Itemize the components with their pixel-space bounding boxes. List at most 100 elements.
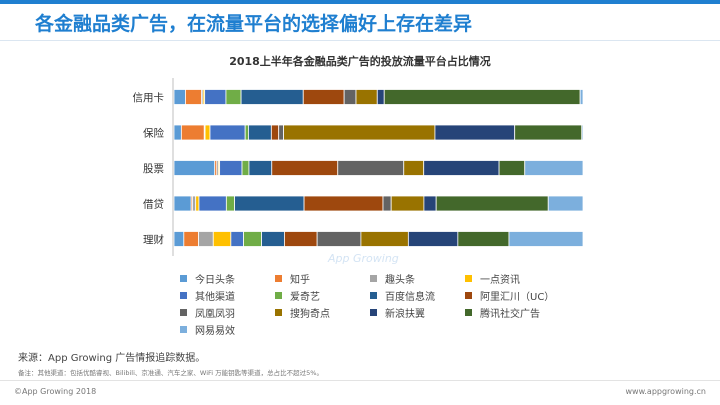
legend-item: 凤凰凤羽 [180, 304, 275, 321]
category-tick-label: 理财 [143, 233, 164, 246]
legend-swatch [275, 309, 282, 316]
bar-segment [173, 124, 182, 141]
bar-segment [204, 124, 211, 141]
legend-item: 搜狗奇点 [275, 304, 370, 321]
bar-segment [407, 231, 459, 247]
bar-segment [198, 195, 227, 212]
legend-item: 爱奇艺 [275, 287, 370, 304]
bar-segment [173, 231, 185, 247]
bar-segment [498, 160, 526, 176]
bar-segment [302, 89, 345, 105]
legend-swatch [180, 326, 187, 333]
bar-segment [423, 195, 437, 212]
legend-label: 网易易效 [195, 326, 235, 337]
legend-swatch [465, 275, 472, 282]
bar-segment [209, 124, 246, 141]
legend-label: 知乎 [290, 275, 310, 286]
legend-label: 今日头条 [195, 275, 235, 286]
bar-segment [173, 160, 216, 176]
bar-segment [390, 195, 425, 212]
bar-segment [248, 124, 272, 141]
bar-segment [234, 195, 305, 212]
legend-item: 腾讯社交广告 [465, 304, 560, 321]
legend-label: 腾讯社交广告 [480, 309, 540, 320]
legend-swatch [180, 309, 187, 316]
legend-item: 阿里汇川（UC） [465, 287, 560, 304]
legend-label: 其他渠道 [195, 292, 235, 303]
legend-label: 爱奇艺 [290, 292, 320, 303]
bar-segment [423, 160, 500, 176]
bar-segment [198, 231, 214, 247]
legend-item: 今日头条 [180, 270, 275, 287]
bar-segment [173, 195, 192, 212]
bar-segment [403, 160, 425, 176]
legend-swatch [465, 309, 472, 316]
page-title: 各金融品类广告，在流量平台的选择偏好上存在差异 [35, 13, 473, 35]
legend-swatch [180, 275, 187, 282]
legend-item: 其他渠道 [180, 287, 275, 304]
legend-swatch [180, 292, 187, 299]
bar-segment [225, 195, 235, 212]
legend-label: 阿里汇川（UC） [480, 292, 555, 303]
bar-segment [261, 231, 285, 247]
bar-segment [581, 124, 584, 141]
bar-segment [173, 89, 186, 105]
legend-item: 知乎 [275, 270, 370, 287]
bar-segment [579, 89, 584, 105]
legend-item: 网易易效 [180, 321, 275, 338]
copyright-text: ©App Growing 2018 [14, 387, 97, 396]
bar-segment [185, 89, 202, 105]
bar-segment [244, 124, 249, 141]
bar-segment [183, 231, 199, 247]
bar-segment [240, 89, 304, 105]
bar-segment [243, 231, 262, 247]
legend-swatch [370, 292, 377, 299]
legend-label: 百度信息流 [385, 292, 435, 303]
bar-segment [195, 195, 200, 212]
bar-segment [180, 124, 205, 141]
legend-item: 一点资讯 [465, 270, 560, 287]
bar-segment [278, 124, 285, 141]
watermark: App Growing [328, 252, 399, 265]
legend-swatch [370, 309, 377, 316]
legend-swatch [275, 292, 282, 299]
bar-segment [524, 160, 584, 176]
legend-item: 新浪扶翼 [370, 304, 465, 321]
category-tick-label: 信用卡 [133, 91, 165, 104]
bar-segment [283, 124, 436, 141]
bar-segment [337, 160, 405, 176]
bar-segment [192, 195, 197, 212]
legend-label: 搜狗奇点 [290, 309, 330, 320]
bar-segment [382, 195, 392, 212]
bar-segment [434, 124, 516, 141]
bar-segment [547, 195, 584, 212]
legend-label: 新浪扶翼 [385, 309, 425, 320]
chart-title: 2018上半年各金融品类广告的投放流量平台占比情况 [229, 55, 491, 68]
footer-divider [0, 380, 720, 381]
bar-segment [343, 89, 357, 105]
header-divider [0, 40, 720, 41]
bar-segment [435, 195, 549, 212]
bar-segment [508, 231, 584, 247]
category-tick-label: 股票 [143, 163, 164, 175]
bar-segment [204, 89, 227, 105]
legend-swatch [370, 275, 377, 282]
category-tick-label: 借贷 [143, 198, 164, 211]
bar-segment [376, 89, 385, 105]
bar-segment [355, 89, 378, 105]
bar-segment [303, 195, 384, 212]
bar-segment [230, 231, 244, 247]
top-accent-bar [0, 0, 720, 4]
bar-segment [514, 124, 583, 141]
bar-segment [360, 231, 409, 247]
legend-label: 趣头条 [385, 275, 415, 286]
bar-segment [248, 160, 273, 176]
bar-segment [212, 231, 232, 247]
legend-label: 一点资讯 [480, 275, 520, 286]
category-tick-label: 保险 [143, 127, 164, 140]
bar-segment [225, 89, 242, 105]
bar-segment [270, 124, 280, 141]
legend-label: 凤凰凤羽 [195, 309, 235, 320]
legend-swatch [465, 292, 472, 299]
